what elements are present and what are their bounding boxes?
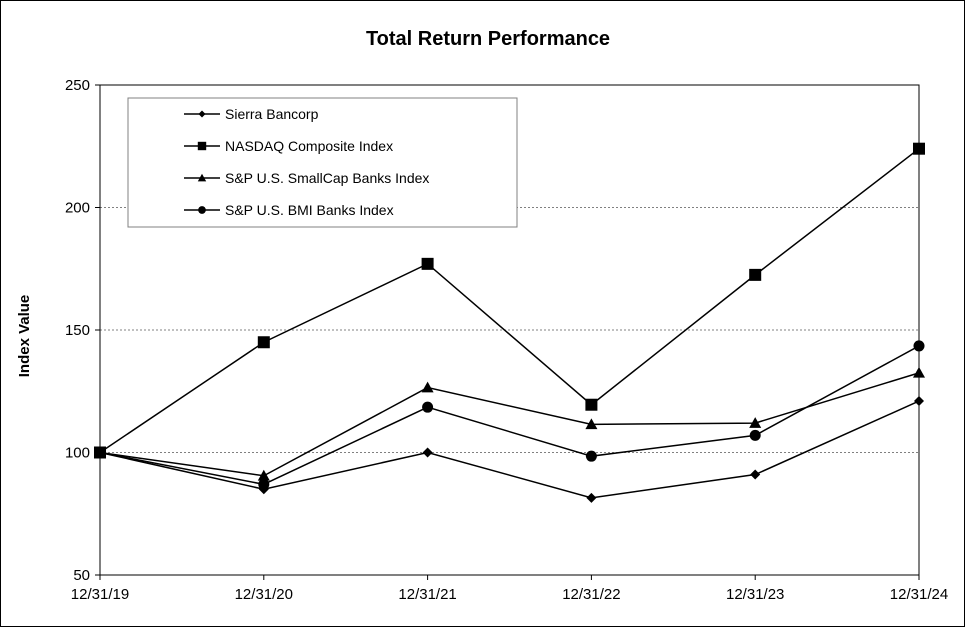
data-point-square xyxy=(749,268,762,281)
data-point-triangle xyxy=(913,366,925,378)
y-axis-label: Index Value xyxy=(16,295,33,378)
series-group xyxy=(94,142,925,503)
legend-item: NASDAQ Composite Index xyxy=(184,138,393,154)
x-tick-label: 12/31/22 xyxy=(562,586,620,603)
data-point-square xyxy=(257,336,270,349)
x-tick-label: 12/31/21 xyxy=(398,586,456,603)
legend-marker xyxy=(197,141,207,151)
data-point-circle xyxy=(585,450,597,462)
chart-title: Total Return Performance xyxy=(366,28,610,50)
legend-item: S&P U.S. SmallCap Banks Index xyxy=(184,170,429,186)
y-tick-label: 200 xyxy=(65,200,90,217)
y-tick-label: 100 xyxy=(65,445,90,462)
data-point-square xyxy=(913,142,925,155)
series-4 xyxy=(94,340,925,490)
x-tick-label: 12/31/24 xyxy=(890,586,948,603)
y-tick-label: 150 xyxy=(65,322,90,339)
data-point-triangle xyxy=(257,469,270,481)
data-point-square xyxy=(421,257,434,270)
legend-box xyxy=(127,97,518,228)
legend: Sierra Bancorp NASDAQ Composite Index S&P … xyxy=(127,97,518,228)
y-axis-ticks: 50 100 150 200 250 xyxy=(65,77,100,584)
legend-label: Sierra Bancorp xyxy=(225,106,319,122)
x-axis-ticks: 12/31/19 12/31/20 12/31/21 12/31/22 12/31/23… xyxy=(71,575,948,603)
legend-label: S&P U.S. SmallCap Banks Index xyxy=(225,170,429,186)
data-point-circle xyxy=(749,429,761,441)
legend-label: NASDAQ Composite Index xyxy=(225,138,393,154)
legend-item: Sierra Bancorp xyxy=(184,106,319,122)
legend-label: S&P U.S. BMI Banks Index xyxy=(225,202,394,218)
data-point-square xyxy=(585,398,598,411)
data-point-circle xyxy=(913,340,925,352)
y-tick-label: 50 xyxy=(73,567,90,584)
data-point-triangle xyxy=(585,418,598,430)
data-point-triangle xyxy=(421,381,434,393)
data-point-circle xyxy=(94,447,106,458)
series-3 xyxy=(94,366,925,481)
data-point-diamond xyxy=(422,447,433,458)
data-point-diamond xyxy=(750,469,761,480)
series-line xyxy=(99,400,920,499)
x-tick-label: 12/31/23 xyxy=(726,586,784,603)
series-line xyxy=(99,148,920,454)
legend-marker xyxy=(198,206,206,214)
y-tick-label: 250 xyxy=(65,77,90,94)
data-point-diamond xyxy=(914,396,924,407)
series-line xyxy=(99,372,920,477)
x-tick-label: 12/31/19 xyxy=(71,586,129,603)
data-point-circle xyxy=(258,478,270,490)
data-point-diamond xyxy=(586,492,597,503)
legend-marker xyxy=(198,110,206,118)
series-1 xyxy=(95,396,924,503)
data-point-circle xyxy=(422,401,434,413)
series-2 xyxy=(94,142,925,459)
series-line xyxy=(99,345,920,486)
legend-marker xyxy=(197,173,207,182)
legend-item: S&P U.S. BMI Banks Index xyxy=(184,202,394,218)
x-tick-label: 12/31/20 xyxy=(235,586,293,603)
data-point-triangle xyxy=(749,417,762,428)
